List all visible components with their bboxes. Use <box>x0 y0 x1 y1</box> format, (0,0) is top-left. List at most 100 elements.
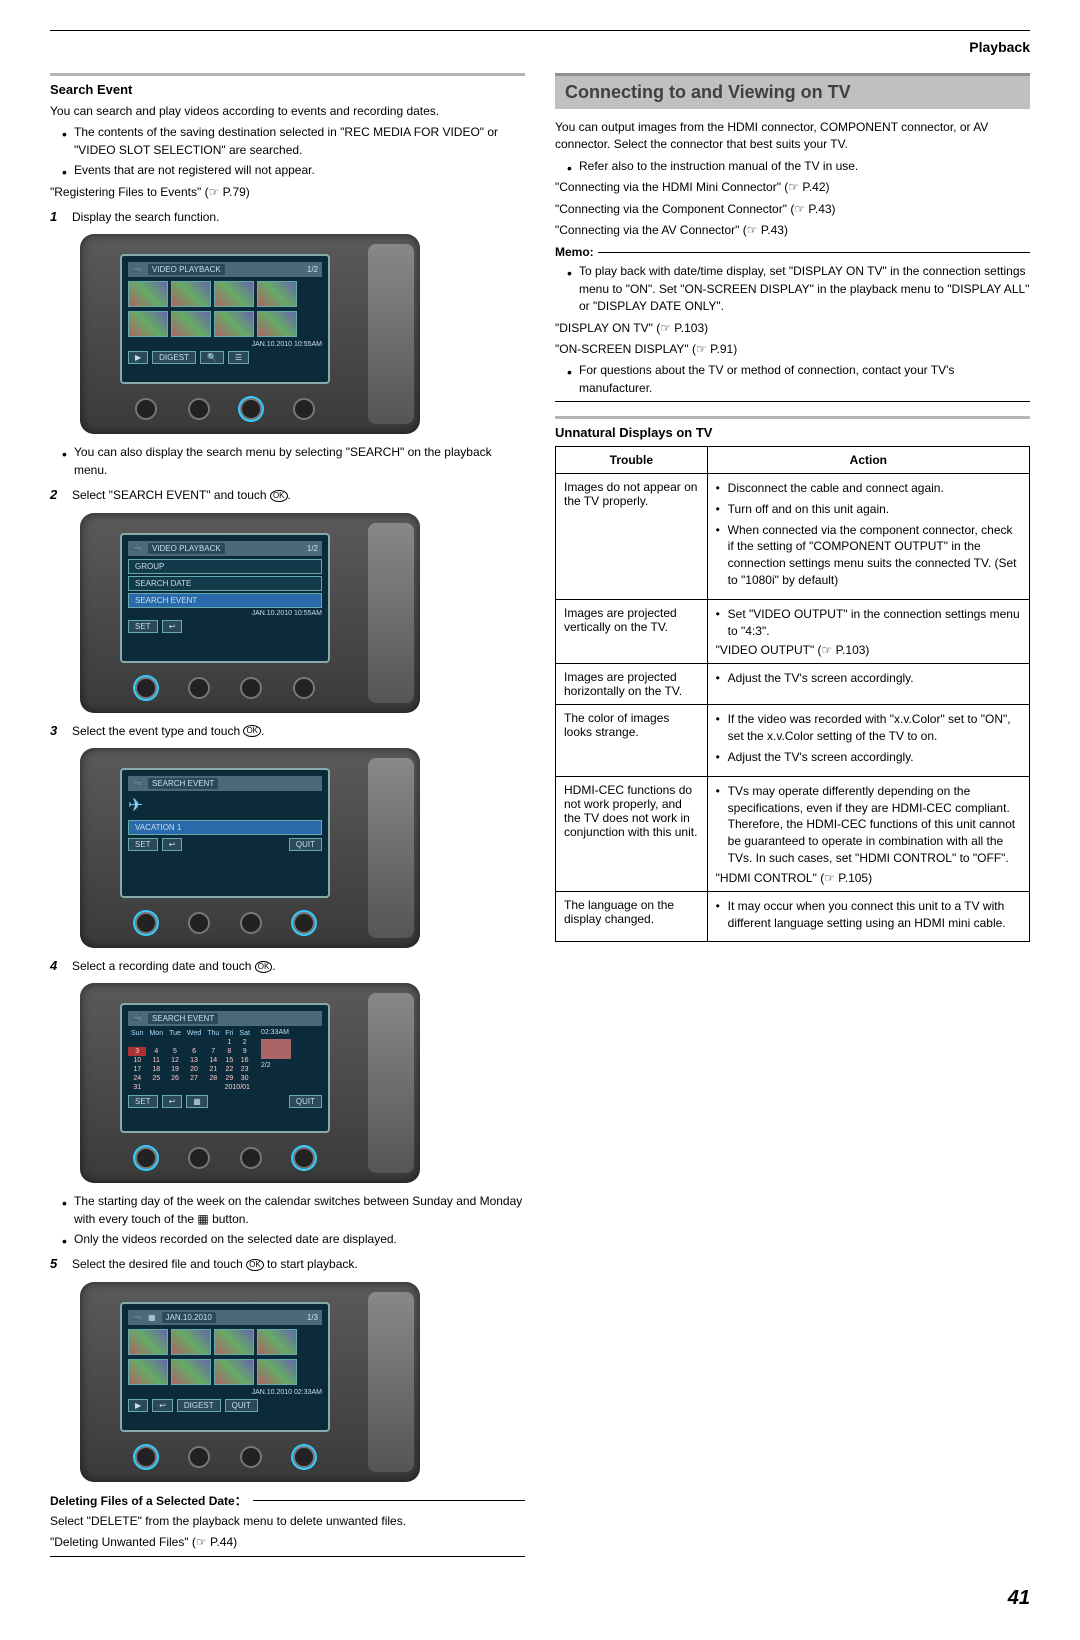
ref: "Connecting via the AV Connector" (☞ P.4… <box>555 222 1030 239</box>
two-column-layout: Search Event You can search and play vid… <box>50 73 1030 1557</box>
action-cell: Disconnect the cable and connect again.T… <box>707 474 1029 600</box>
ref: "ON-SCREEN DISPLAY" (☞ P.91) <box>555 341 1030 358</box>
bullet: The contents of the saving destination s… <box>62 124 525 159</box>
device-figure-3: 📹SEARCH EVENT ✈ VACATION 1 SET↩QUIT <box>80 748 420 948</box>
th-action: Action <box>707 447 1029 474</box>
step1-note: You can also display the search menu by … <box>50 444 525 479</box>
memo-bullets: To play back with date/time display, set… <box>555 263 1030 315</box>
table-row: The color of images looks strange.If the… <box>556 705 1030 776</box>
ok-icon: OK <box>255 961 273 973</box>
step-number: 4 <box>50 958 64 975</box>
device-screen: 📹SEARCH EVENT SunMonTueWedThuFriSat 12 3… <box>120 1003 330 1133</box>
device-buttons <box>120 398 330 420</box>
device-grip <box>368 523 414 703</box>
delete-ref: "Deleting Unwanted Files" (☞ P.44) <box>50 1534 525 1551</box>
action-item: Set "VIDEO OUTPUT" in the connection set… <box>716 606 1021 640</box>
ref-link: "Registering Files to Events" (☞ P.79) <box>50 184 525 201</box>
device-figure-4: 📹SEARCH EVENT SunMonTueWedThuFriSat 12 3… <box>80 983 420 1183</box>
action-cell: Set "VIDEO OUTPUT" in the connection set… <box>707 599 1029 664</box>
memo-heading: Memo: <box>555 245 1030 259</box>
step4-notes: The starting day of the week on the cale… <box>50 1193 525 1248</box>
device-grip <box>368 758 414 938</box>
action-cell: It may occur when you connect this unit … <box>707 891 1029 942</box>
right-column: Connecting to and Viewing on TV You can … <box>555 73 1030 1557</box>
step-text: Select the event type and touch OK. <box>72 723 264 740</box>
device-screen: 📹VIDEO PLAYBACK1/2 GROUP SEARCH DATE SEA… <box>120 533 330 663</box>
action-item: Adjust the TV's screen accordingly. <box>716 749 1021 766</box>
ok-icon: OK <box>243 725 261 737</box>
action-item: Disconnect the cable and connect again. <box>716 480 1021 497</box>
section-rule <box>50 73 525 76</box>
ref: "Connecting via the Component Connector"… <box>555 201 1030 218</box>
section-label: Playback <box>50 39 1030 55</box>
device-screen: 📹▦JAN.10.20101/3 JAN.10.2010 02:33AM ▶ ↩… <box>120 1302 330 1432</box>
table-row: Images are projected vertically on the T… <box>556 599 1030 664</box>
step-number: 3 <box>50 723 64 740</box>
step: 2 Select "SEARCH EVENT" and touch OK. <box>50 487 525 504</box>
delete-subhead: Deleting Files of a Selected Date： <box>50 1492 525 1509</box>
action-item: TVs may operate differently depending on… <box>716 783 1021 867</box>
device-grip <box>368 244 414 424</box>
trouble-cell: HDMI-CEC functions do not work properly,… <box>556 776 708 891</box>
device-figure-1: 📹VIDEO PLAYBACK1/2 JAN.10.2010 10:55AM ▶… <box>80 234 420 434</box>
ref: "DISPLAY ON TV" (☞ P.103) <box>555 320 1030 337</box>
table-row: Images are projected horizontally on the… <box>556 664 1030 705</box>
unnatural-title: Unnatural Displays on TV <box>555 425 1030 440</box>
intro: You can output images from the HDMI conn… <box>555 119 1030 154</box>
ok-icon: OK <box>270 490 288 502</box>
trouble-cell: Images are projected vertically on the T… <box>556 599 708 664</box>
action-item: It may occur when you connect this unit … <box>716 898 1021 932</box>
bottom-rule <box>50 1556 525 1557</box>
ref: "Connecting via the HDMI Mini Connector"… <box>555 179 1030 196</box>
step-number: 1 <box>50 209 64 226</box>
device-screen: 📹VIDEO PLAYBACK1/2 JAN.10.2010 10:55AM ▶… <box>120 254 330 384</box>
device-grip <box>368 1292 414 1472</box>
device-figure-5: 📹▦JAN.10.20101/3 JAN.10.2010 02:33AM ▶ ↩… <box>80 1282 420 1482</box>
action-cell: Adjust the TV's screen accordingly. <box>707 664 1029 705</box>
trouble-cell: Images are projected horizontally on the… <box>556 664 708 705</box>
device-buttons <box>120 677 330 699</box>
step-text: Select the desired file and touch OK to … <box>72 1256 358 1273</box>
bullet: To play back with date/time display, set… <box>567 263 1030 315</box>
intro-bullet: Refer also to the instruction manual of … <box>555 158 1030 175</box>
section-rule <box>555 416 1030 419</box>
th-trouble: Trouble <box>556 447 708 474</box>
bullet: Events that are not registered will not … <box>62 162 525 179</box>
action-ref: "HDMI CONTROL" (☞ P.105) <box>716 871 1021 885</box>
main-heading: Connecting to and Viewing on TV <box>555 73 1030 109</box>
step: 1 Display the search function. <box>50 209 525 226</box>
action-cell: TVs may operate differently depending on… <box>707 776 1029 891</box>
trouble-cell: The color of images looks strange. <box>556 705 708 776</box>
ok-icon: OK <box>246 1259 264 1271</box>
bullet: Only the videos recorded on the selected… <box>62 1231 525 1248</box>
device-figure-2: 📹VIDEO PLAYBACK1/2 GROUP SEARCH DATE SEA… <box>80 513 420 713</box>
intro-bullets: The contents of the saving destination s… <box>50 124 525 179</box>
memo-bullets2: For questions about the TV or method of … <box>555 362 1030 397</box>
bullet: For questions about the TV or method of … <box>567 362 1030 397</box>
step-number: 2 <box>50 487 64 504</box>
bullet: The starting day of the week on the cale… <box>62 1193 525 1228</box>
search-event-title: Search Event <box>50 82 525 97</box>
left-column: Search Event You can search and play vid… <box>50 73 525 1557</box>
delete-text: Select "DELETE" from the playback menu t… <box>50 1513 525 1530</box>
step-text: Select a recording date and touch OK. <box>72 958 276 975</box>
step: 5 Select the desired file and touch OK t… <box>50 1256 525 1273</box>
device-grip <box>368 993 414 1173</box>
device-buttons <box>120 1446 330 1468</box>
device-buttons <box>120 1147 330 1169</box>
table-row: The language on the display changed.It m… <box>556 891 1030 942</box>
trouble-cell: The language on the display changed. <box>556 891 708 942</box>
action-ref: "VIDEO OUTPUT" (☞ P.103) <box>716 643 1021 657</box>
bullet: Refer also to the instruction manual of … <box>567 158 1030 175</box>
device-buttons <box>120 912 330 934</box>
main-heading-text: Connecting to and Viewing on TV <box>565 82 1020 103</box>
trouble-table: Trouble Action Images do not appear on t… <box>555 446 1030 942</box>
header-rule <box>50 30 1030 31</box>
page-number: 41 <box>50 1587 1030 1610</box>
table-row: HDMI-CEC functions do not work properly,… <box>556 776 1030 891</box>
step-number: 5 <box>50 1256 64 1273</box>
step-text: Select "SEARCH EVENT" and touch OK. <box>72 487 291 504</box>
action-cell: If the video was recorded with "x.v.Colo… <box>707 705 1029 776</box>
intro-text: You can search and play videos according… <box>50 103 525 120</box>
trouble-cell: Images do not appear on the TV properly. <box>556 474 708 600</box>
